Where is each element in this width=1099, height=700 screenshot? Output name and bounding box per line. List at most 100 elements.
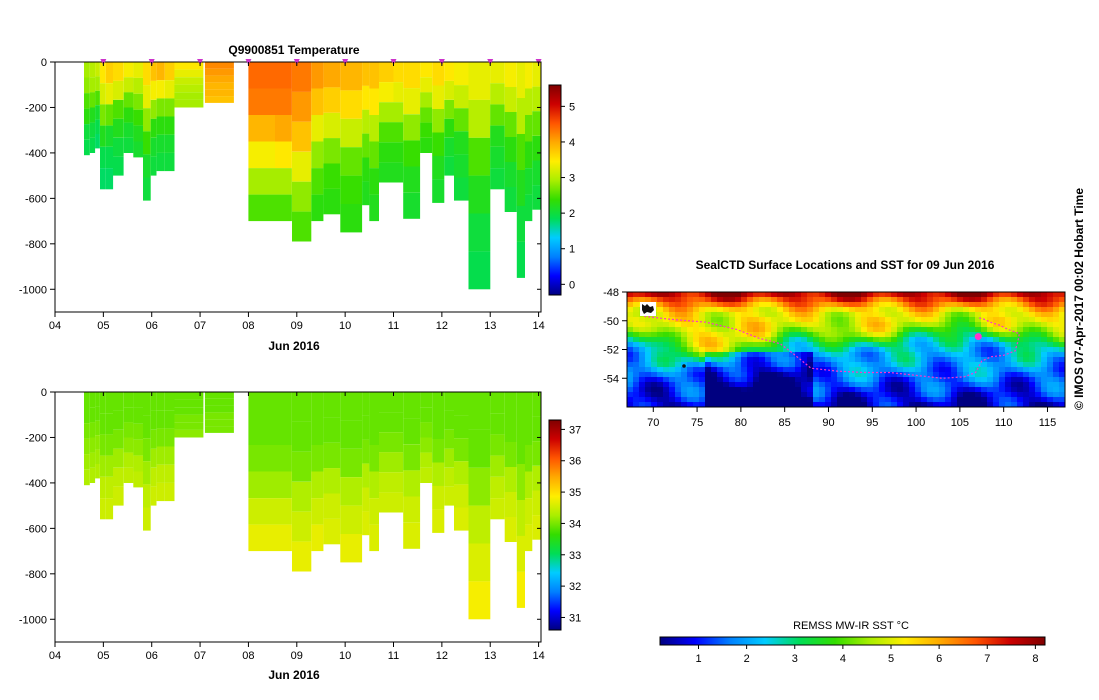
sst-cell — [657, 332, 664, 338]
sst-cell — [897, 292, 904, 298]
sst-cell — [951, 392, 958, 398]
salinity-cell — [84, 423, 90, 439]
temperature-cell — [468, 213, 491, 252]
sst-cell — [1047, 387, 1054, 393]
sst-cell — [1041, 337, 1048, 343]
sst-cell — [759, 297, 766, 303]
sst-cell — [915, 322, 922, 328]
temperature-cell — [379, 82, 394, 103]
sst-cell — [753, 297, 760, 303]
sst-cell — [723, 382, 730, 388]
sst-cell — [849, 327, 856, 333]
sst-cell — [675, 292, 682, 298]
sst-cell — [627, 362, 634, 368]
salinity-cell — [444, 392, 454, 411]
sst-cell — [969, 372, 976, 378]
sst-cell — [753, 372, 760, 378]
sst-cell — [1053, 342, 1060, 348]
sst-cell — [741, 392, 748, 398]
sst-cell — [717, 342, 724, 348]
sst-cell — [651, 372, 658, 378]
sst-cell — [1059, 362, 1065, 368]
sst-cell — [963, 372, 970, 378]
sst-cell — [735, 327, 742, 333]
sst-cell — [897, 312, 904, 318]
sst-cell — [891, 377, 898, 383]
sst-cell — [1041, 347, 1048, 353]
sst-cell — [795, 402, 802, 407]
sst-cell — [981, 352, 988, 358]
sst-cell — [831, 312, 838, 318]
sst-cell — [849, 297, 856, 303]
sst-cell — [801, 302, 808, 308]
sst-cell — [1053, 352, 1060, 358]
salinity-cell — [164, 446, 175, 465]
temperature-cell — [393, 82, 404, 103]
salinity-cell — [369, 445, 379, 472]
temperature-colorbar — [548, 84, 562, 296]
salinity-cell — [516, 428, 525, 464]
sst-cell — [849, 372, 856, 378]
sst-cell — [777, 367, 784, 373]
sst-cell — [837, 332, 844, 338]
sst-cell — [789, 307, 796, 313]
sst-cell — [861, 377, 868, 383]
sst-cell — [987, 357, 994, 363]
sst-cell — [831, 292, 838, 298]
sst-cell — [819, 347, 826, 353]
sst-cell — [849, 382, 856, 388]
sst-cell — [837, 327, 844, 333]
sst-cell — [1011, 292, 1018, 298]
salinity-cell — [89, 392, 96, 408]
sst-cell — [699, 342, 706, 348]
sst-cell — [735, 337, 742, 343]
sst-cell — [669, 337, 676, 343]
sst-cell — [1053, 307, 1060, 313]
sst-cell — [687, 292, 694, 298]
sst-cell — [915, 392, 922, 398]
sst-cell — [891, 307, 898, 313]
sst-cell — [735, 312, 742, 318]
sst-cell — [705, 397, 712, 403]
sst-cell — [681, 327, 688, 333]
sst-cell — [1017, 302, 1024, 308]
temperature-cell — [164, 62, 175, 81]
sst-cell — [747, 297, 754, 303]
sst-cell — [639, 292, 646, 298]
sst-cell — [915, 382, 922, 388]
salinity-cell — [100, 434, 106, 456]
salinity-cell — [362, 415, 370, 440]
sst-cell — [999, 292, 1006, 298]
temperature-cb-tick-label: 0 — [569, 279, 575, 291]
temperature-cell — [156, 116, 165, 135]
sst-cell — [669, 342, 676, 348]
sst-cell — [855, 352, 862, 358]
sst-cell — [825, 307, 832, 313]
sst-cell — [873, 377, 880, 383]
sst-cell — [939, 397, 946, 403]
sst-cell — [777, 317, 784, 323]
sst-cell — [1053, 387, 1060, 393]
map-title: SealCTD Surface Locations and SST for 09… — [696, 258, 995, 272]
sst-cell — [993, 367, 1000, 373]
temperature-y-tick-label: -600 — [25, 193, 47, 205]
salinity-cell — [516, 464, 525, 500]
sst-cell — [837, 402, 844, 407]
sst-cell — [801, 292, 808, 298]
sst-cell — [987, 372, 994, 378]
sst-cell — [897, 317, 904, 323]
salinity-cell — [133, 471, 143, 488]
sst-cell — [873, 397, 880, 403]
sst-cell — [1023, 377, 1030, 383]
sst-cell — [921, 302, 928, 308]
sst-cell — [861, 402, 868, 407]
sst-cell — [1005, 297, 1012, 303]
sst-cell — [723, 352, 730, 358]
sst-cell — [1035, 352, 1042, 358]
temperature-cell — [362, 133, 370, 158]
sst-cell — [813, 392, 820, 398]
sst-cell — [921, 357, 928, 363]
sst-cell — [717, 327, 724, 333]
sst-cell — [885, 382, 892, 388]
temperature-x-tick-label: 05 — [97, 320, 109, 332]
